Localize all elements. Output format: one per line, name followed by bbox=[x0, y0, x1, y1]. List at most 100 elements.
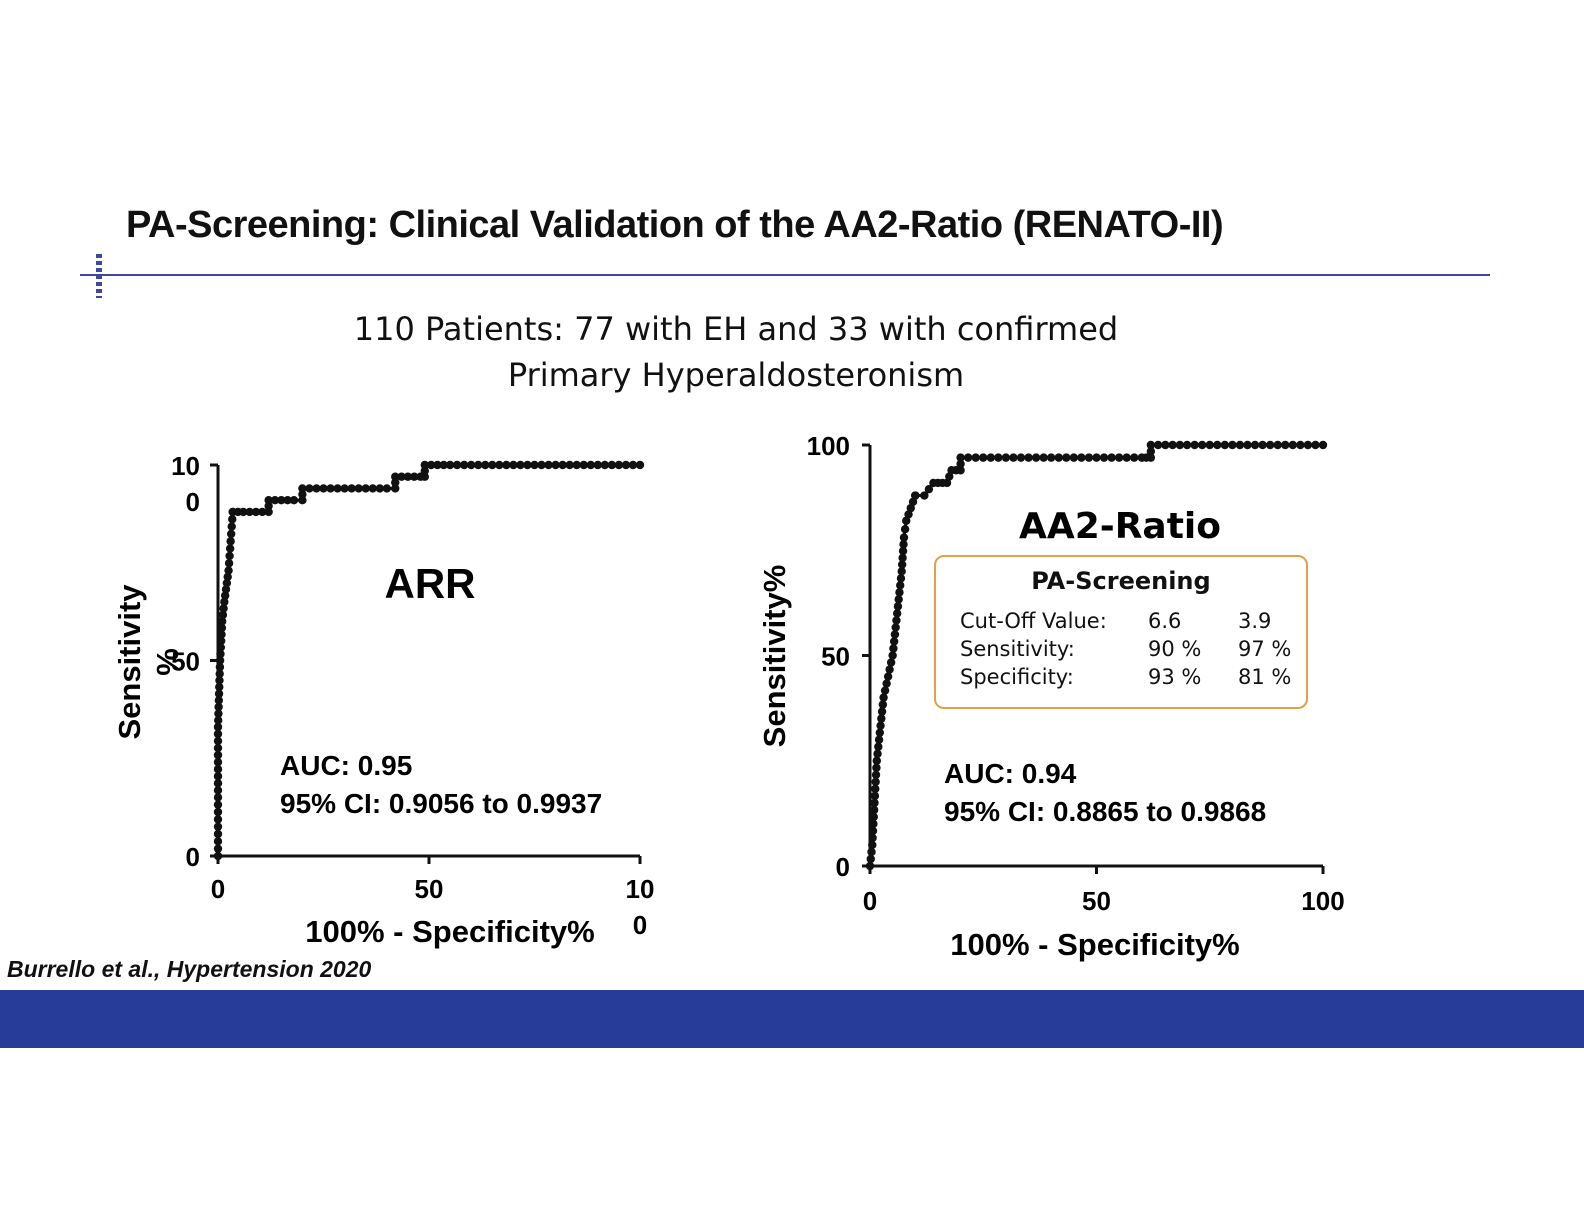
roc-point bbox=[213, 779, 223, 788]
roc-point bbox=[870, 798, 879, 808]
roc-point bbox=[893, 602, 903, 611]
roc-point bbox=[227, 522, 236, 531]
roc-point bbox=[900, 525, 910, 534]
roc-point bbox=[1198, 440, 1207, 450]
roc-point bbox=[216, 643, 226, 652]
roc-point bbox=[882, 679, 891, 688]
roc-point bbox=[904, 510, 913, 519]
roc-point bbox=[214, 702, 223, 712]
roc-point bbox=[867, 847, 876, 857]
roc-point bbox=[218, 610, 228, 620]
roc-point bbox=[883, 672, 893, 681]
roc-point bbox=[340, 484, 349, 493]
roc-point bbox=[213, 764, 223, 774]
roc-point bbox=[873, 749, 882, 758]
roc-point bbox=[874, 742, 883, 751]
roc-point bbox=[892, 609, 902, 618]
roc-point bbox=[214, 689, 224, 698]
roc-point bbox=[1265, 440, 1275, 450]
specificity-value-1: 93 % bbox=[1148, 665, 1202, 689]
roc-point bbox=[889, 637, 899, 646]
roc-point bbox=[1146, 447, 1156, 456]
roc-point bbox=[544, 460, 553, 470]
roc-point bbox=[382, 484, 391, 493]
roc-point bbox=[239, 507, 248, 517]
roc-point bbox=[213, 829, 223, 839]
roc-point bbox=[445, 460, 455, 470]
roc-point bbox=[223, 572, 232, 582]
roc-point bbox=[459, 460, 469, 470]
roc-point bbox=[283, 495, 292, 505]
roc-point bbox=[216, 636, 226, 646]
roc-point bbox=[213, 729, 223, 739]
roc-point bbox=[894, 595, 903, 604]
roc-point bbox=[213, 807, 223, 817]
roc-point bbox=[433, 460, 442, 470]
roc-point bbox=[1168, 440, 1177, 450]
roc-point bbox=[908, 497, 918, 507]
subtitle-line-2: Primary Hyperaldosteronism bbox=[507, 356, 965, 394]
roc-point bbox=[213, 736, 223, 746]
citation: Burrello et al., Hypertension 2020 bbox=[7, 956, 372, 982]
specificity-label: Specificity: bbox=[960, 665, 1074, 689]
roc-point bbox=[899, 533, 909, 542]
roc-point bbox=[420, 466, 429, 476]
x-tick-label: 50 bbox=[415, 874, 444, 904]
roc-point bbox=[509, 460, 518, 470]
roc-point bbox=[942, 478, 952, 488]
roc-point bbox=[420, 460, 429, 470]
y-axis-label-line: % bbox=[150, 648, 185, 676]
roc-point bbox=[896, 581, 905, 590]
roc-point bbox=[956, 459, 965, 469]
roc-point bbox=[1001, 453, 1011, 462]
roc-point bbox=[1220, 440, 1230, 450]
roc-point bbox=[868, 833, 877, 843]
roc-point bbox=[391, 484, 400, 493]
roc-point bbox=[877, 707, 887, 716]
x-axis-label: 100% - Specificity% bbox=[950, 927, 1239, 962]
roc-point bbox=[215, 669, 224, 678]
roc-point bbox=[924, 485, 934, 494]
roc-point bbox=[994, 453, 1003, 462]
roc-point bbox=[979, 453, 988, 462]
roc-point bbox=[523, 460, 532, 470]
roc-point bbox=[215, 682, 224, 692]
roc-point bbox=[264, 501, 273, 511]
roc-point bbox=[1077, 453, 1086, 462]
pa-screening-box: PA-Screening Cut-Off Value: 6.6 3.9 Sens… bbox=[934, 555, 1308, 709]
roc-point bbox=[1114, 453, 1124, 462]
roc-point bbox=[865, 861, 875, 871]
cutoff-value-2: 3.9 bbox=[1238, 609, 1272, 633]
roc-point bbox=[220, 597, 229, 607]
pa-screening-heading: PA-Screening bbox=[1031, 567, 1211, 595]
y-tick-label-line: 0 bbox=[186, 487, 200, 517]
roc-point bbox=[214, 696, 224, 705]
roc-point bbox=[902, 516, 911, 525]
roc-point bbox=[225, 544, 235, 553]
roc-point bbox=[898, 553, 907, 563]
auc-annotation: AUC: 0.94 bbox=[944, 758, 1077, 789]
roc-point bbox=[868, 826, 878, 836]
roc-point bbox=[426, 460, 436, 470]
roc-point bbox=[215, 676, 224, 685]
y-tick-label: 50 bbox=[171, 647, 200, 677]
roc-point bbox=[219, 604, 228, 613]
roc-point bbox=[452, 460, 462, 470]
roc-point bbox=[869, 819, 878, 829]
auc-annotation: 95% CI: 0.8865 to 0.9868 bbox=[944, 796, 1266, 827]
roc-point bbox=[876, 721, 885, 730]
x-tick-label-line: 10 bbox=[626, 874, 655, 904]
roc-point bbox=[986, 453, 995, 462]
roc-point bbox=[1054, 453, 1063, 462]
roc-point bbox=[258, 507, 267, 517]
roc-point bbox=[420, 472, 429, 481]
roc-point bbox=[264, 495, 273, 505]
roc-point bbox=[213, 757, 223, 767]
roc-point bbox=[216, 649, 225, 659]
roc-point bbox=[1175, 440, 1185, 450]
chart-title: ARR bbox=[385, 560, 476, 607]
roc-point bbox=[866, 854, 875, 864]
roc-point bbox=[222, 578, 232, 588]
